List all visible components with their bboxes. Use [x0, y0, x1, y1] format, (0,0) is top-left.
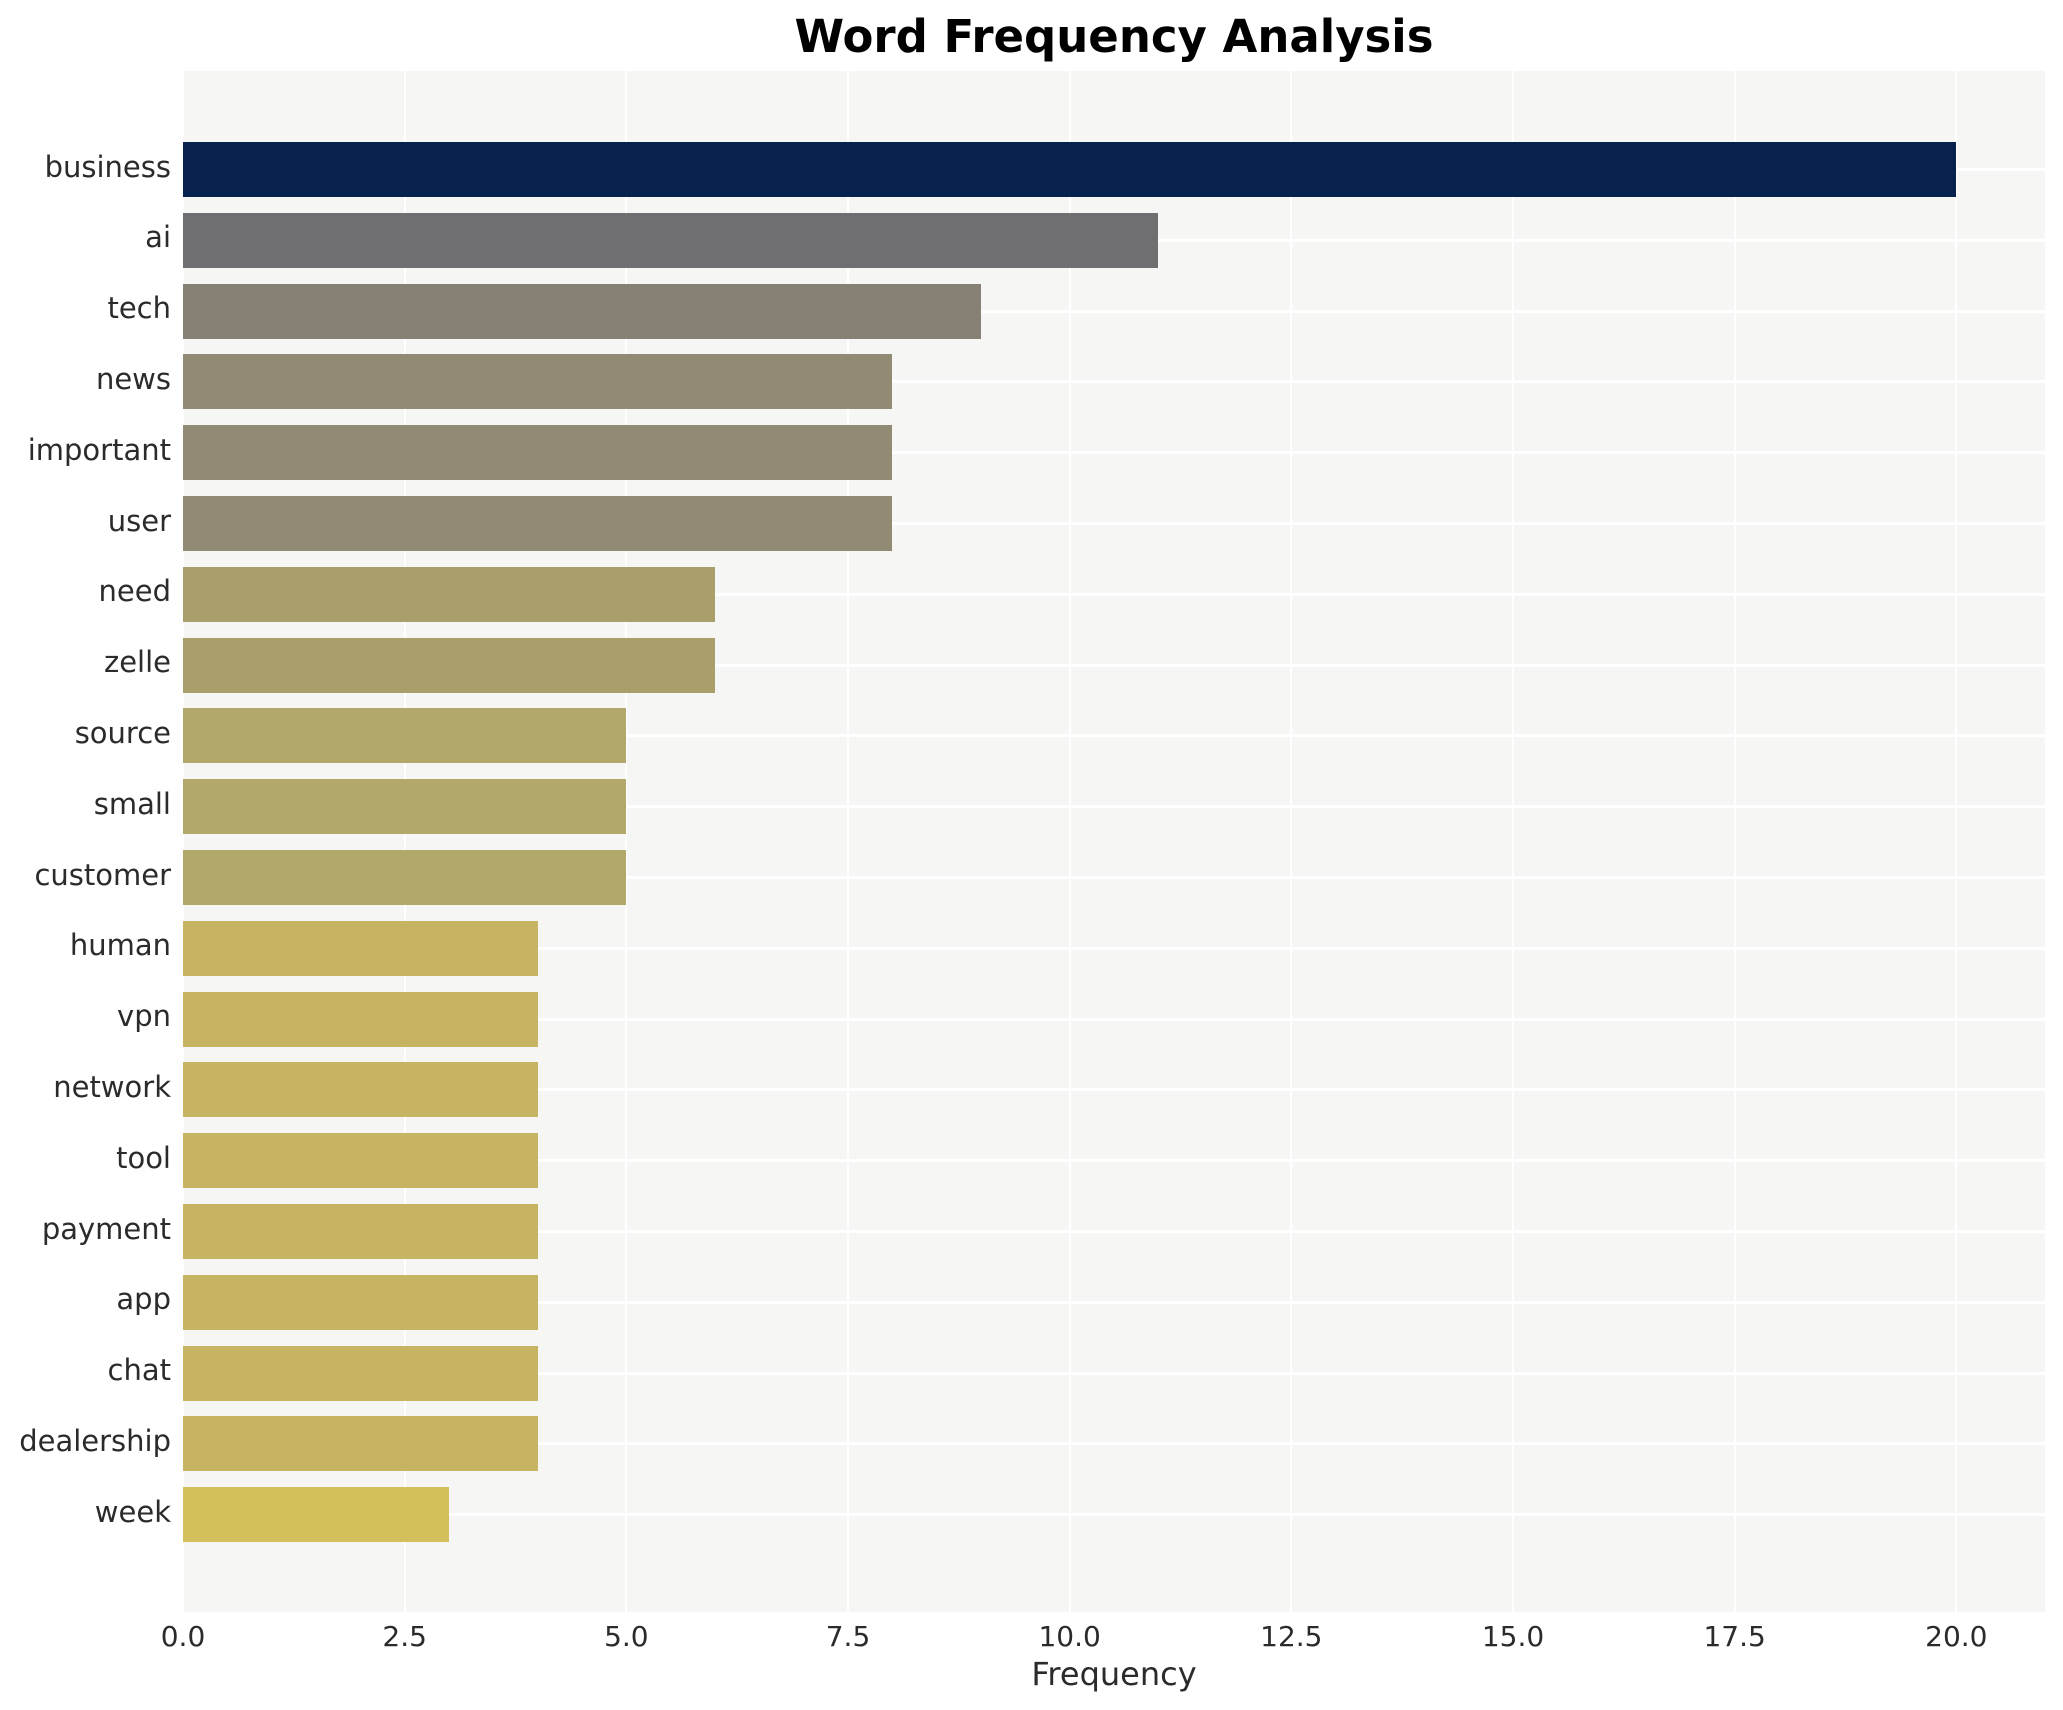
horizontal-gridline: [183, 663, 2045, 667]
x-tick-label: 15.0: [1481, 1620, 1545, 1653]
vertical-gridline: [1955, 71, 1958, 1612]
bar-customer: [183, 850, 627, 905]
horizontal-gridline: [183, 734, 2045, 738]
y-tick-label-user: user: [107, 503, 171, 538]
y-tick-label-dealership: dealership: [19, 1423, 171, 1458]
y-tick-label-app: app: [116, 1282, 171, 1317]
vertical-gridline: [403, 71, 406, 1612]
horizontal-gridline: [183, 380, 2045, 384]
y-tick-label-tool: tool: [116, 1140, 171, 1175]
horizontal-gridline: [183, 1513, 2045, 1517]
bar-vpn: [183, 991, 538, 1047]
bar-source: [183, 708, 627, 764]
bar-zelle: [183, 637, 715, 693]
vertical-gridline: [625, 71, 628, 1612]
horizontal-gridline: [183, 1017, 2045, 1021]
bar-human: [183, 920, 538, 976]
y-tick-label-payment: payment: [41, 1211, 171, 1246]
y-tick-label-tech: tech: [107, 291, 171, 326]
bar-business: [183, 142, 1957, 197]
horizontal-gridline: [183, 876, 2045, 879]
vertical-gridline: [1068, 71, 1071, 1612]
bar-dealership: [183, 1416, 538, 1472]
vertical-gridline: [1290, 71, 1293, 1612]
bar-user: [183, 496, 893, 551]
horizontal-gridline: [183, 1088, 2045, 1092]
x-axis-label: Frequency: [1031, 1655, 1197, 1693]
bar-week: [183, 1487, 449, 1543]
plot-area: [182, 71, 2045, 1612]
vertical-gridline: [182, 71, 184, 1612]
bar-chat: [183, 1345, 538, 1401]
x-tick-label: 2.5: [382, 1620, 427, 1653]
x-tick-label: 7.5: [825, 1620, 871, 1653]
y-tick-label-zelle: zelle: [103, 645, 171, 680]
horizontal-gridline: [183, 451, 2045, 455]
vertical-gridline: [847, 71, 849, 1612]
x-tick-label: 17.5: [1703, 1620, 1766, 1653]
horizontal-gridline: [183, 1300, 2045, 1304]
bar-ai: [183, 212, 1159, 268]
horizontal-gridline: [183, 592, 2045, 596]
x-tick-label: 12.5: [1260, 1620, 1323, 1653]
y-tick-label-business: business: [44, 149, 171, 184]
y-tick-label-chat: chat: [107, 1353, 171, 1388]
y-tick-label-news: news: [95, 361, 171, 396]
y-tick-label-small: small: [93, 786, 171, 821]
x-tick-label: 0.0: [160, 1620, 206, 1653]
horizontal-gridline: [183, 946, 2045, 950]
x-tick-label: 20.0: [1925, 1620, 1988, 1653]
x-tick-label: 5.0: [604, 1620, 649, 1653]
vertical-gridline: [1733, 71, 1736, 1612]
y-tick-label-week: week: [94, 1494, 171, 1529]
y-tick-label-important: important: [27, 432, 171, 467]
x-tick-label: 10.0: [1038, 1620, 1101, 1653]
horizontal-gridline: [183, 1230, 2045, 1233]
y-tick-label-network: network: [53, 1069, 171, 1104]
bar-small: [183, 779, 627, 835]
bar-need: [183, 566, 715, 622]
bar-tech: [183, 283, 981, 339]
horizontal-gridline: [183, 805, 2045, 809]
bar-app: [183, 1274, 538, 1330]
y-tick-label-ai: ai: [145, 220, 171, 255]
horizontal-gridline: [183, 1442, 2045, 1446]
y-tick-label-human: human: [69, 928, 171, 963]
bar-important: [183, 425, 893, 481]
y-tick-label-vpn: vpn: [117, 999, 171, 1034]
horizontal-gridline: [183, 1371, 2045, 1375]
bar-payment: [183, 1204, 538, 1259]
chart-title: Word Frequency Analysis: [794, 10, 1434, 63]
horizontal-gridline: [183, 1159, 2045, 1163]
bar-network: [183, 1062, 538, 1118]
horizontal-gridline: [183, 309, 2045, 313]
bar-news: [183, 354, 893, 410]
bar-tool: [183, 1133, 538, 1189]
y-tick-label-customer: customer: [34, 857, 171, 892]
y-tick-label-need: need: [98, 574, 171, 609]
vertical-gridline: [1512, 71, 1514, 1612]
horizontal-gridline: [183, 522, 2045, 525]
y-tick-label-source: source: [74, 715, 171, 750]
